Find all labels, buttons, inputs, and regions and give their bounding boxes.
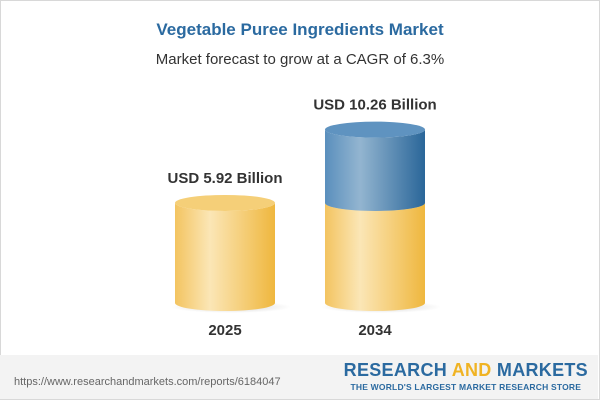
cylinder-2025-base-top — [175, 194, 275, 211]
cylinder-2034-growth-top — [325, 121, 425, 138]
category-label: 2025 — [208, 322, 241, 339]
logo: RESEARCH AND MARKETS THE WORLD'S LARGEST… — [343, 360, 588, 392]
chart-title: Vegetable Puree Ingredients Market — [156, 20, 444, 39]
footer-bar — [0, 355, 598, 399]
data-label: USD 5.92 Billion — [167, 170, 282, 187]
cylinder-2034-base-body — [325, 202, 425, 311]
report-url[interactable]: https://www.researchandmarkets.com/repor… — [14, 376, 281, 388]
data-label: USD 10.26 Billion — [313, 97, 436, 114]
category-label: 2034 — [358, 322, 392, 339]
chart-subtitle: Market forecast to grow at a CAGR of 6.3… — [155, 51, 445, 68]
cylinder-2025-base-body — [175, 202, 275, 311]
cylinder-2034-growth-body — [325, 129, 425, 211]
logo-tagline: THE WORLD'S LARGEST MARKET RESEARCH STOR… — [350, 382, 582, 392]
